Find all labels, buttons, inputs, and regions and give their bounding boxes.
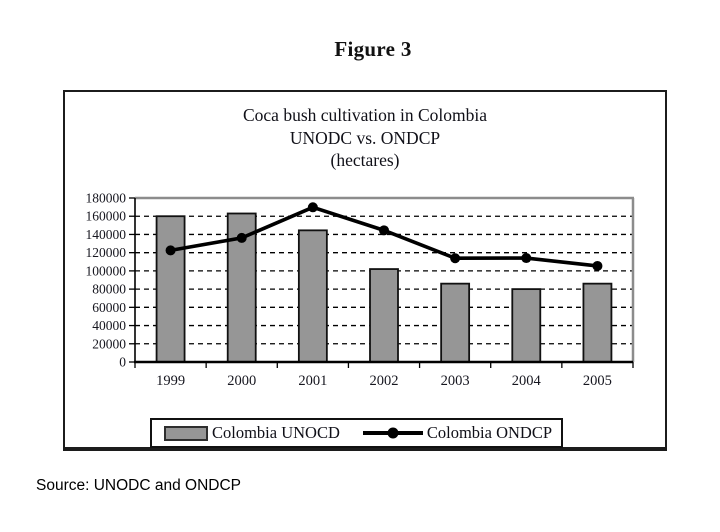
chart-title-line2: UNODC vs. ONDCP [289,127,441,148]
svg-text:0: 0 [119,355,126,370]
chart-plot: 0 20000 40000 60000 80000 100000 120000 140000 1… [86,191,635,389]
svg-text:2001: 2001 [298,373,327,389]
svg-text:40000: 40000 [92,318,126,333]
chart-legend: Colombia UNOCD Colombia ONDCP [150,418,563,448]
source-note: Source: UNODC and ONDCP [36,477,242,494]
chart-title-line1: Coca bush cultivation in Colombia [242,105,487,125]
legend-label-ondcp: Colombia ONDCP [426,423,553,442]
svg-text:80000: 80000 [92,282,126,297]
svg-text:180000: 180000 [86,191,127,206]
chart-title: Coca bush cultivation in Colombia UNODC … [65,104,665,172]
svg-text:2000: 2000 [227,373,256,389]
line-marker-dot [387,427,399,439]
svg-text:140000: 140000 [86,227,127,242]
svg-text:2003: 2003 [441,373,470,389]
svg-text:120000: 120000 [86,245,127,260]
svg-text:2005: 2005 [583,373,612,389]
bar-series-swatch [164,425,208,441]
svg-text:2002: 2002 [370,373,399,389]
svg-text:60000: 60000 [92,300,126,315]
figure-title: Figure 3 [334,37,412,61]
svg-text:20000: 20000 [92,336,126,351]
svg-text:1999: 1999 [156,373,185,389]
chart-panel: Coca bush cultivation in Colombia UNODC … [63,90,667,451]
line-series-swatch [362,427,423,439]
svg-text:160000: 160000 [86,209,127,224]
svg-text:2004: 2004 [512,373,542,389]
chart-title-line3: (hectares) [330,150,400,170]
svg-text:100000: 100000 [86,263,127,278]
legend-label-unocd: Colombia UNOCD [212,423,340,442]
